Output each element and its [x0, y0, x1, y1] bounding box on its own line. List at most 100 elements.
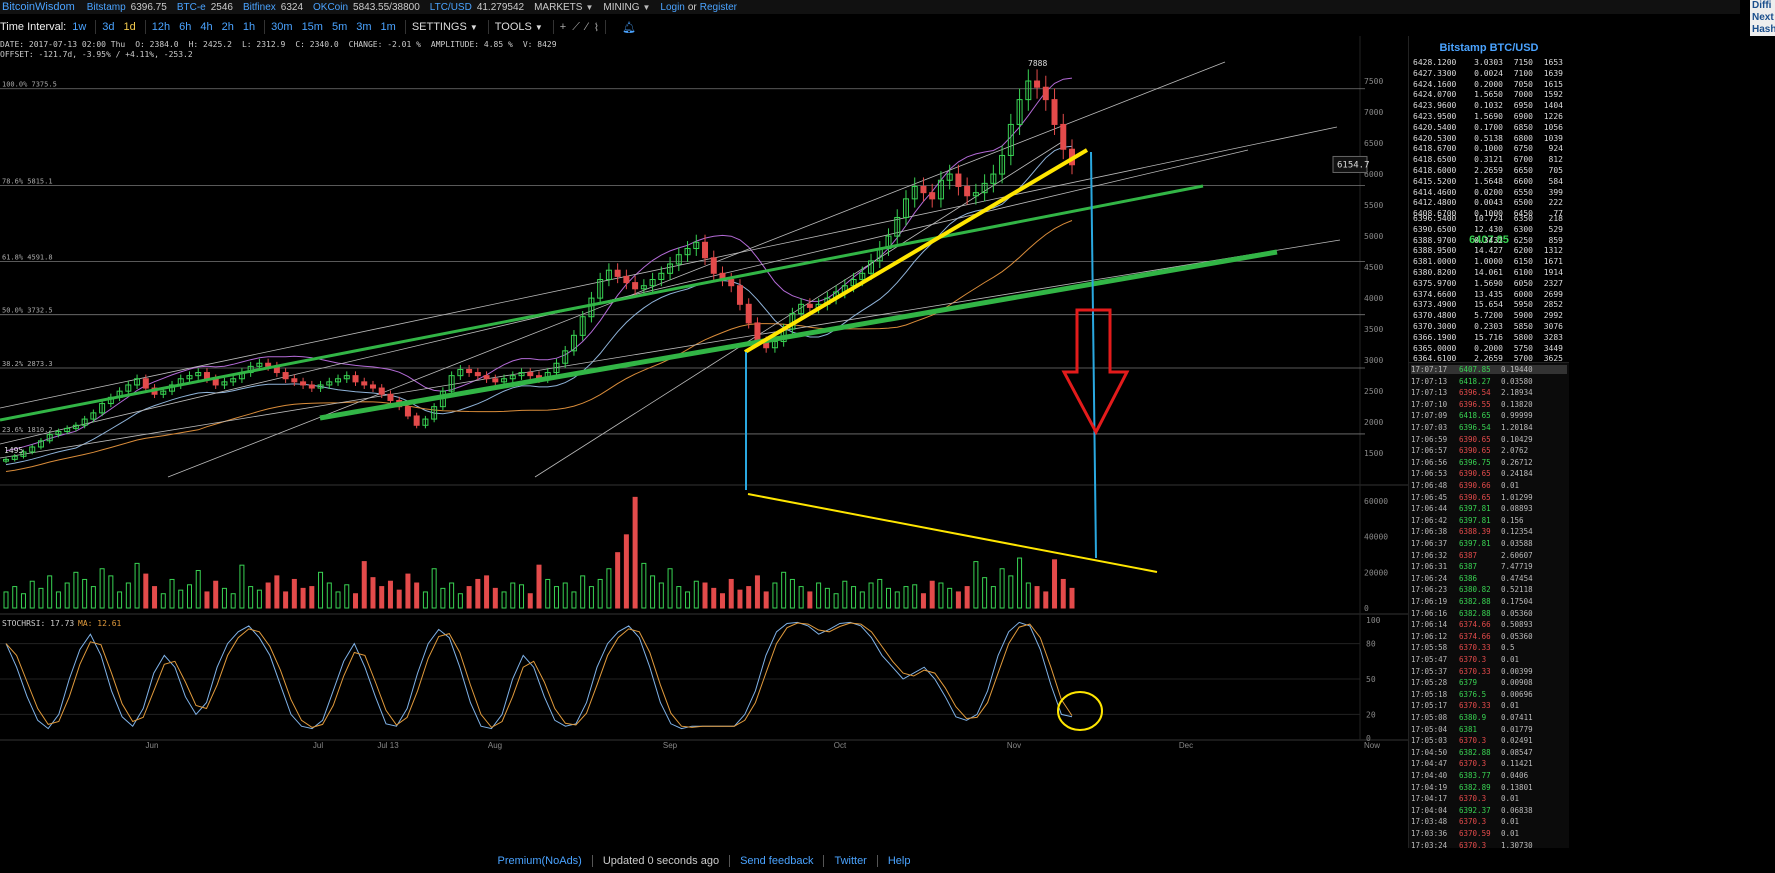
- fib-level-label: 38.2% 2873.3: [2, 360, 53, 368]
- market-bitstamp[interactable]: Bitstamp 6396.75: [86, 1, 167, 13]
- fib-icon[interactable]: ⌇: [593, 21, 600, 34]
- volume-bar: [1052, 559, 1058, 609]
- ask-cell: 222: [1548, 198, 1563, 208]
- stoch-tick-label: 20: [1366, 710, 1376, 719]
- highlight-circle: [1057, 691, 1103, 731]
- volume-bar: [606, 568, 612, 609]
- bid-cell: 6375.9700: [1413, 278, 1457, 288]
- trade-amount: 1.30730: [1501, 840, 1533, 850]
- candle-body: [457, 368, 464, 377]
- trade-amount: 1.20184: [1501, 423, 1533, 432]
- volume-bar: [728, 578, 734, 609]
- interval-6h[interactable]: 6h: [179, 21, 192, 33]
- market-bitfinex[interactable]: Bitfinex 6324: [242, 1, 304, 13]
- trend-line-thin: [0, 239, 1341, 459]
- volume-bar: [711, 587, 717, 609]
- candle-body: [160, 390, 167, 395]
- trade-amount: 0.26712: [1501, 457, 1533, 467]
- ask-cell: 6424.0700: [1413, 90, 1457, 100]
- trade-price: 6396.55: [1459, 399, 1491, 409]
- orderbook-title[interactable]: Bitstamp BTC/USD: [1439, 42, 1539, 54]
- trade-time: 17:06:19: [1411, 597, 1448, 606]
- price-tick-label: 5500: [1364, 201, 1383, 210]
- volume-bar: [387, 580, 393, 609]
- market-ltcusd[interactable]: LTC/USD 41.279542: [429, 1, 525, 13]
- interval-4h[interactable]: 4h: [200, 21, 213, 33]
- volume-bar: [938, 582, 944, 609]
- volume-bar: [580, 575, 586, 609]
- volume-bar: [641, 562, 647, 609]
- help-link[interactable]: Help: [887, 854, 911, 867]
- interval-2h[interactable]: 2h: [221, 21, 234, 33]
- volume-bar: [1060, 578, 1066, 609]
- interval-3m[interactable]: 3m: [356, 21, 372, 33]
- trade-amount: 0.05360: [1501, 631, 1533, 641]
- ask-row: 6427.3300 0.0024 7100 1639: [1413, 69, 1565, 79]
- ray-icon[interactable]: ⁄: [585, 21, 588, 33]
- candle-body: [588, 297, 595, 318]
- volume-bar: [55, 591, 61, 609]
- candle-body: [597, 279, 604, 299]
- interval-1m[interactable]: 1m: [380, 21, 396, 33]
- site-logo[interactable]: BitcoinWisdom: [2, 1, 75, 13]
- ask-cell: 6414.4600: [1413, 187, 1457, 197]
- trade-price: 6374.66: [1459, 620, 1491, 630]
- trade-amount: 0.03580: [1501, 376, 1533, 386]
- trade-row: 17:06:59 6390.65 0.10429: [1411, 435, 1567, 444]
- market-btce[interactable]: BTC-e 2546: [176, 1, 233, 13]
- login-link[interactable]: Login: [660, 1, 685, 13]
- mining-menu[interactable]: MINING ▼: [603, 1, 651, 13]
- premium-link[interactable]: Premium(NoAds): [497, 854, 582, 867]
- trade-amount: 0.10429: [1501, 434, 1533, 444]
- info-date: DATE: 2017-07-13 02:00 Thu: [0, 40, 126, 49]
- interval-1w[interactable]: 1w: [72, 21, 87, 33]
- candle-body: [806, 303, 813, 308]
- twitter-link[interactable]: Twitter: [834, 854, 867, 867]
- feedback-link[interactable]: Send feedback: [740, 854, 814, 867]
- trade-time: 17:06:48: [1411, 481, 1448, 490]
- volume-bar: [3, 591, 9, 609]
- register-link[interactable]: Register: [699, 1, 738, 13]
- interval-3d[interactable]: 3d: [102, 21, 115, 33]
- trade-time: 17:05:28: [1411, 678, 1448, 688]
- volume-bar: [702, 582, 708, 609]
- markets-menu[interactable]: MARKETS ▼: [534, 1, 594, 13]
- bid-cell: 6250: [1513, 235, 1533, 245]
- interval-1h[interactable]: 1h: [242, 21, 256, 33]
- tools-menu[interactable]: TOOLS ▼: [494, 21, 543, 33]
- bell-icon[interactable]: 🔔︎: [622, 21, 637, 34]
- bid-cell: 15.716: [1474, 332, 1503, 342]
- candle-body: [999, 154, 1006, 175]
- volume-bar: [990, 586, 996, 609]
- trade-time: 17:03:48: [1411, 817, 1448, 827]
- crosshair-icon[interactable]: +: [559, 21, 567, 33]
- interval-15m[interactable]: 15m: [301, 21, 323, 33]
- ask-row: 6424.1600 0.2000 7050 1615: [1413, 80, 1565, 90]
- candle-body: [37, 440, 44, 448]
- candle-body: [955, 173, 962, 187]
- candle-body: [911, 185, 918, 200]
- interval-12h[interactable]: 12h: [151, 21, 171, 33]
- trade-price: 6382.88: [1459, 747, 1491, 757]
- difficulty-panel: Diffi Next Hash: [1750, 0, 1775, 36]
- trendline-icon[interactable]: ⟋: [572, 20, 580, 33]
- trade-row: 17:06:31 6387 7.47719: [1411, 562, 1567, 571]
- divider: [876, 854, 878, 867]
- trade-row: 17:06:48 6390.66 0.01: [1411, 481, 1567, 490]
- trade-time: 17:06:24: [1411, 573, 1448, 583]
- interval-30m[interactable]: 30m: [271, 21, 293, 33]
- settings-menu[interactable]: SETTINGS ▼: [411, 21, 478, 33]
- trade-row: 17:06:14 6374.66 0.50893: [1411, 620, 1567, 629]
- price-chart[interactable]: 100.0% 7375.5 78.6% 5815.1 61.8% 4591.8 50.…: [0, 0, 1408, 848]
- ask-row: 6408.6700 0.1000 6450 77: [1413, 209, 1565, 219]
- candle-body: [623, 275, 630, 284]
- trade-time: 17:07:03: [1411, 423, 1448, 432]
- candle-body: [291, 378, 298, 383]
- interval-5m[interactable]: 5m: [331, 21, 348, 33]
- candle-body: [527, 372, 534, 377]
- interval-1d[interactable]: 1d: [123, 21, 136, 33]
- volume-bar: [1069, 587, 1075, 609]
- market-okcoin[interactable]: OKCoin 5843.55/38800: [313, 1, 420, 13]
- trade-price: 6370.3: [1459, 736, 1487, 746]
